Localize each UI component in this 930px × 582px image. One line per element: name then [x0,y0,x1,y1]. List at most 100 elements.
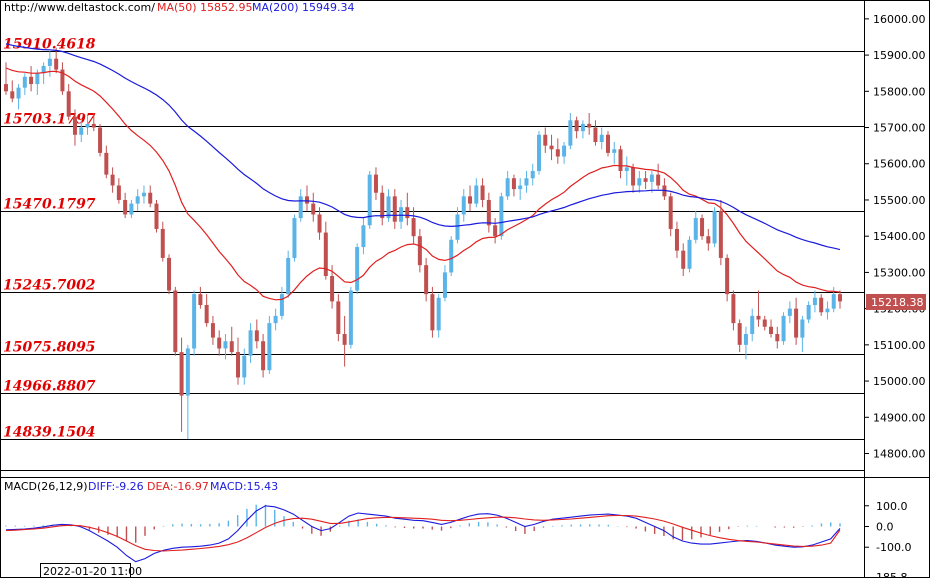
candle-body [342,333,347,345]
candle-body [167,257,172,291]
candle-body [725,257,730,295]
candle-body [141,192,146,197]
candle-body [486,199,491,226]
price-tick-label: 15700.00 [873,122,926,135]
candle-body [267,323,272,371]
candle-body [72,116,77,135]
candle-body [192,294,197,349]
candle-body [110,174,115,186]
candle-body [794,308,799,338]
macd-tick-label-partial: 185.8 [876,571,908,578]
candle-body [91,123,96,128]
macd-diff-line [5,505,841,563]
candle-body [762,319,767,327]
candle-body [386,196,391,219]
candle-body [185,348,190,396]
price-tick-label: 16000.00 [873,13,926,26]
candle-body [781,315,786,342]
candle-body [775,333,780,342]
candle-body [819,297,824,313]
candle-body [543,134,548,146]
candle-body [417,236,422,266]
price-tick-label: 15000.00 [873,375,926,388]
candle-body [116,185,121,200]
macd-tick-label: -100.0 [876,541,911,554]
candle-body [217,337,222,349]
candle-body [29,76,34,85]
candle-body [787,308,792,316]
candle-body [555,149,560,157]
candle-body [85,123,90,128]
candle-body [286,257,291,295]
candle-body [355,247,360,291]
candle-body [731,294,736,324]
macd-tick-label: 0.0 [876,521,894,534]
ma50-line [5,67,841,301]
candle-body [480,185,485,200]
candle-body [712,210,717,244]
candle-body [831,294,836,309]
candle-body [700,218,705,237]
candle-body [135,196,140,204]
candle-body [518,185,523,190]
candle-body [612,149,617,153]
current-price-box [866,293,926,310]
level-label: 15910.4618 [3,37,96,53]
candle-body [123,199,128,215]
candle-body [599,134,604,143]
level-label: 15703.1797 [3,112,96,128]
candle-body [411,218,416,237]
candle-body [499,196,504,237]
level-label: 14966.8807 [3,379,96,395]
ma50-label: MA(50) [157,1,197,14]
candle-body [41,65,46,74]
price-tick-label: 15900.00 [873,49,926,62]
source-url[interactable]: http://www.deltastock.com/ [4,1,155,14]
candle-body [236,352,241,378]
candle-body [649,174,654,182]
candle-body [812,297,817,306]
candle-body [35,73,40,85]
candle-body [330,276,335,302]
candle-body [47,58,52,66]
candle-body [687,239,692,269]
candle-body [430,294,435,331]
candle-body [198,294,203,306]
candle-body [769,326,774,334]
candle-body [148,192,153,204]
candle-body [79,127,84,135]
candle-body [348,290,353,345]
candle-body [825,308,830,313]
candle-body [179,352,184,396]
date-label: 2022-01-20 11:00 [43,565,142,578]
candle-body [574,120,579,132]
candle-body [66,91,71,117]
candle-body [4,84,8,92]
candle-body [367,174,372,226]
candle-body [54,58,59,70]
candle-body [160,228,165,258]
candle-body [254,330,259,342]
candle-body [154,203,159,229]
candle-body [311,203,316,215]
ma200-line [5,43,841,251]
candle-body [317,214,322,233]
candle-body [16,87,21,99]
candle-body [424,265,429,295]
candle-body [718,210,723,258]
candle-body [474,185,479,204]
candle-body [511,178,516,190]
candle-body [530,170,535,179]
candle-body [436,297,441,331]
price-tick-label: 15100.00 [873,339,926,352]
candle-body [261,341,266,371]
candle-body [743,333,748,345]
candle-body [637,178,642,186]
candle-body [587,123,592,128]
candle-body [631,167,636,186]
candle-body [248,330,253,356]
candle-body [838,294,842,302]
candle-body [242,355,247,378]
price-tick-label: 14900.00 [873,411,926,424]
